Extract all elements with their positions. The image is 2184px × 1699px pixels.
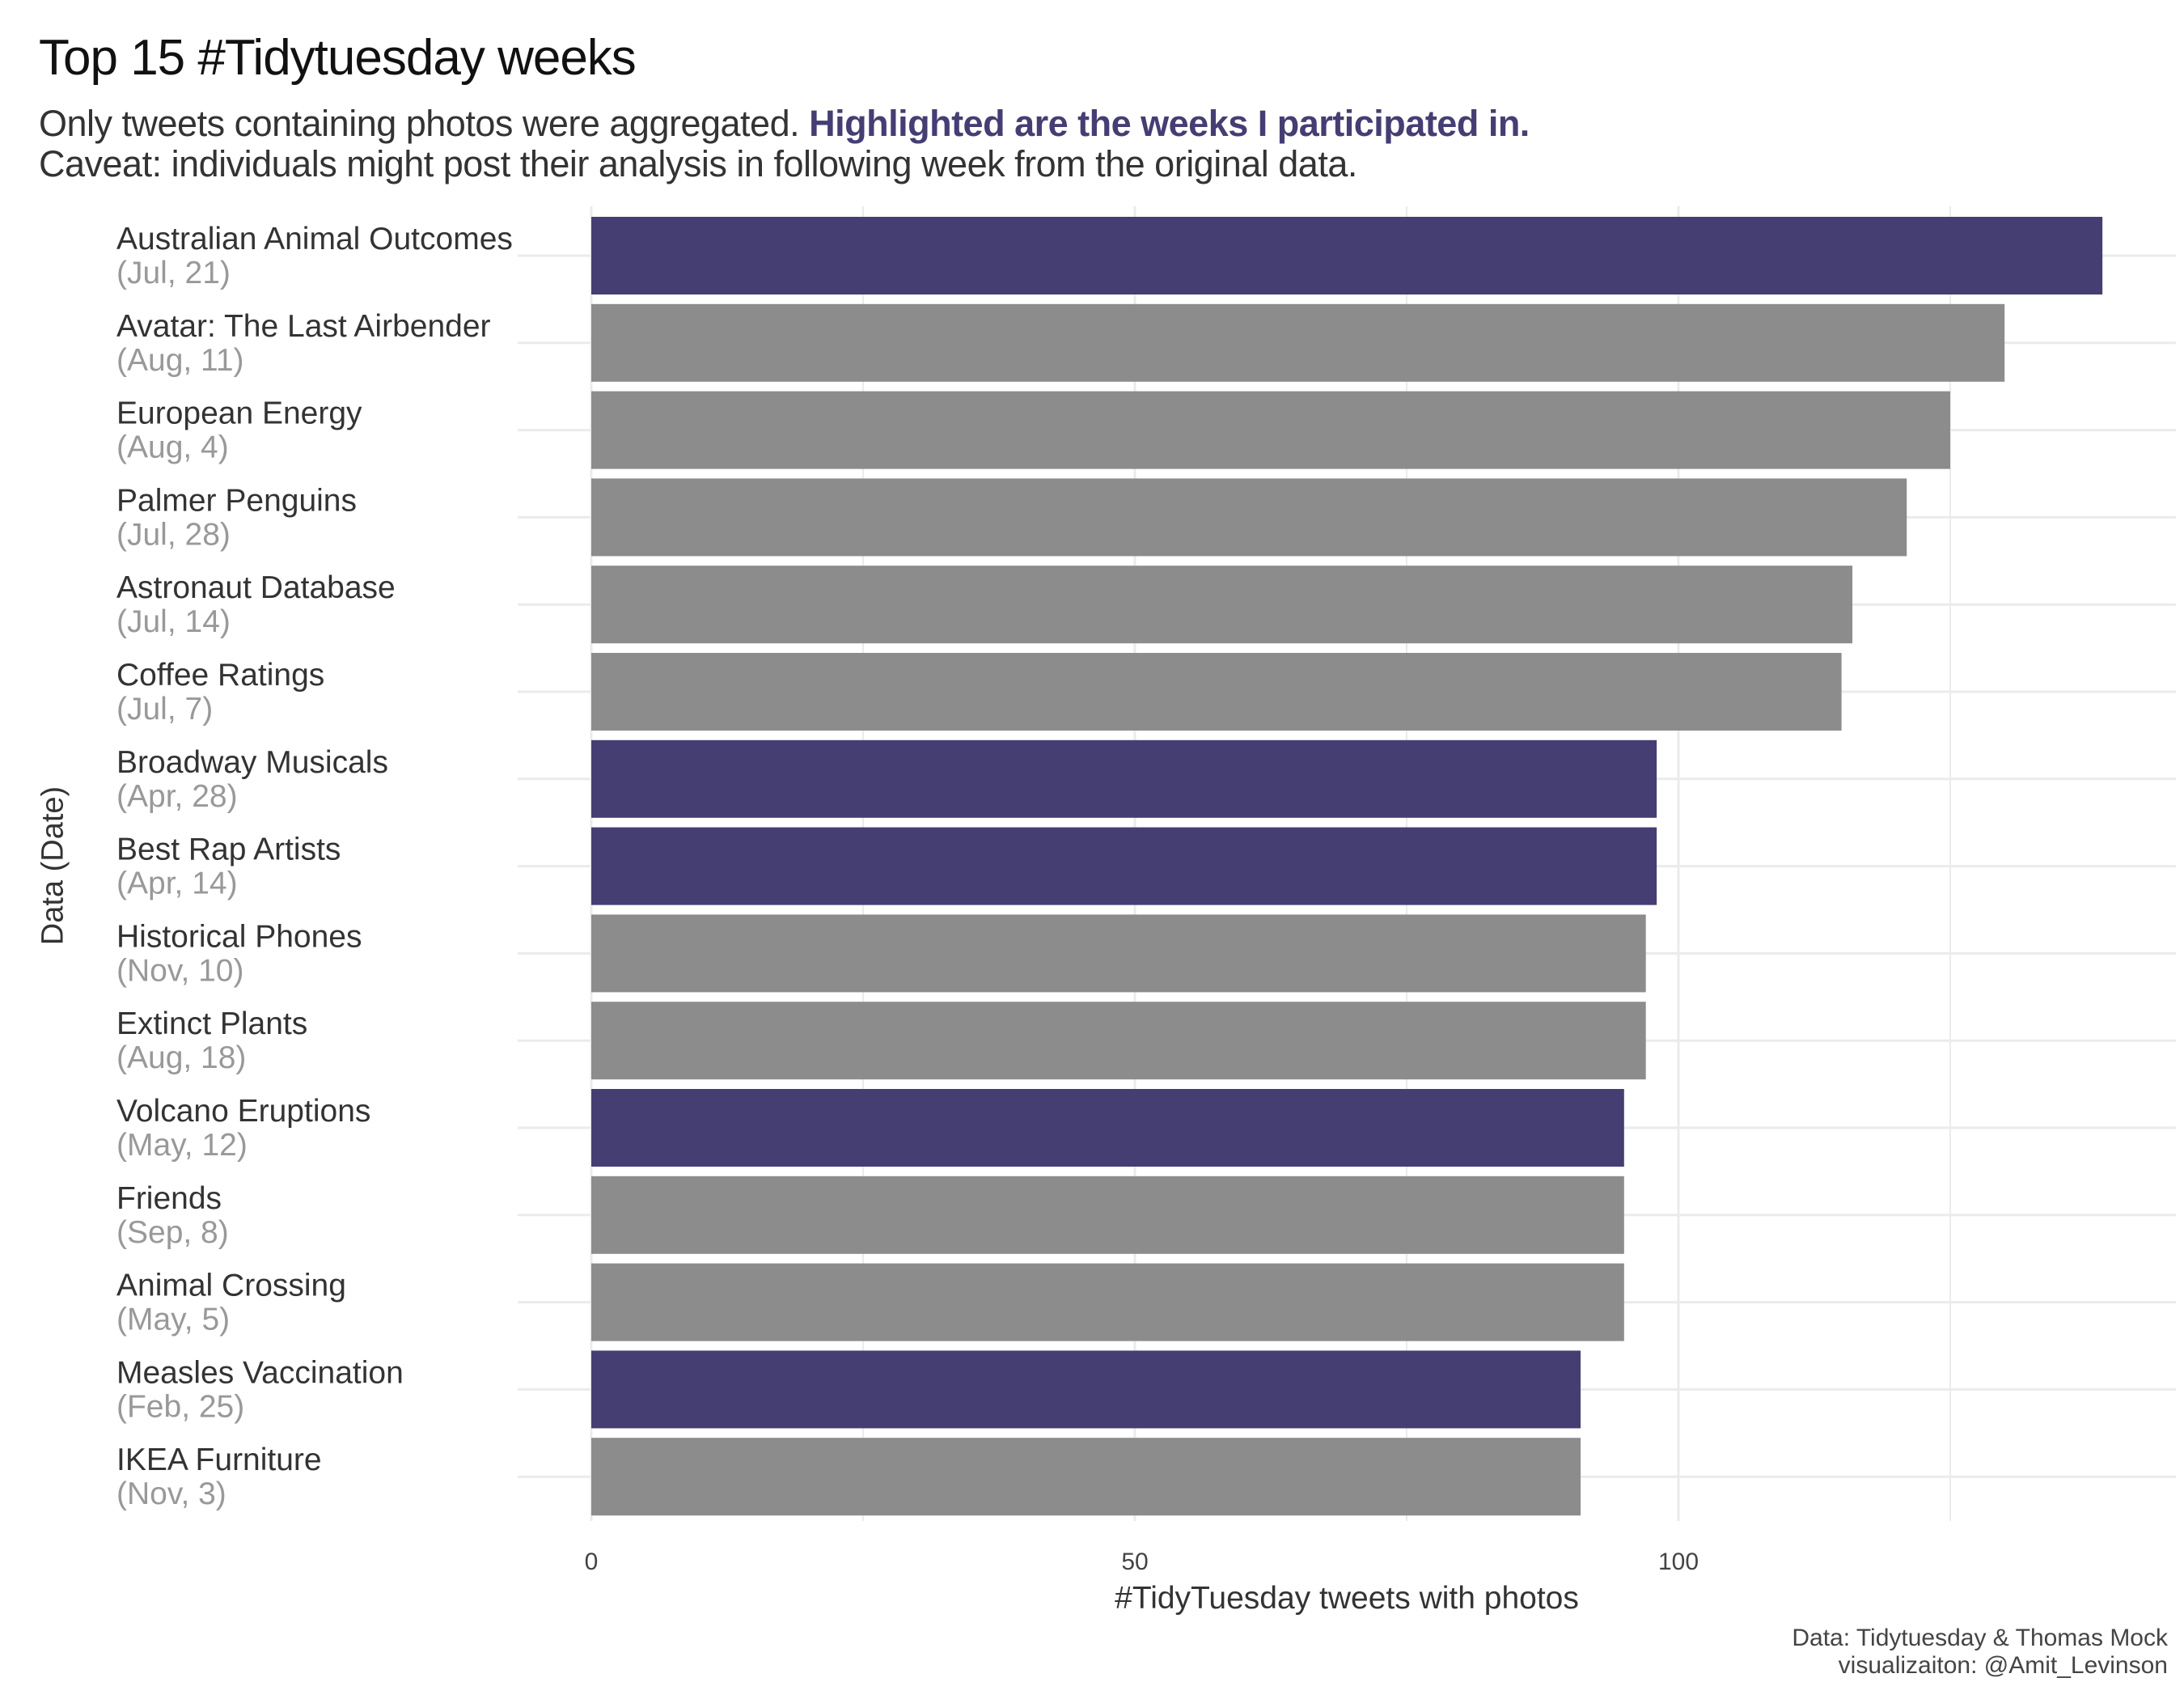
category-label: European Energy: [116, 396, 362, 431]
category-label: Extinct Plants: [116, 1006, 307, 1041]
category-label: Australian Animal Outcomes: [116, 222, 513, 256]
bar: [591, 914, 1646, 993]
category-label: Broadway Musicals: [116, 745, 388, 780]
subtitle-plain: Only tweets containing photos were aggre…: [39, 103, 810, 144]
chart-subtitle: Only tweets containing photos were aggre…: [39, 104, 1530, 184]
bar: [591, 653, 1842, 731]
bar: [591, 303, 2005, 382]
category-date-label: (Nov, 10): [116, 953, 244, 988]
category-label: Volcano Eruptions: [116, 1094, 370, 1129]
category-date-label: (May, 5): [116, 1303, 230, 1337]
category-date-label: (Apr, 14): [116, 866, 238, 901]
x-tick-label: 100: [1658, 1549, 1699, 1575]
x-axis-label: #TidyTuesday tweets with photos: [1115, 1581, 1579, 1616]
bar: [591, 566, 1853, 644]
category-date-label: (May, 12): [116, 1128, 248, 1163]
bar: [591, 391, 1950, 469]
category-date-label: (Jul, 28): [116, 517, 231, 552]
bar: [591, 827, 1657, 905]
bar: [591, 1263, 1624, 1341]
category-date-label: (Aug, 18): [116, 1040, 246, 1075]
caption-data-source: Data: Tidytuesday & Thomas Mock: [1792, 1625, 2168, 1651]
bar: [591, 217, 2103, 294]
category-date-label: (Jul, 7): [116, 692, 213, 727]
bar: [591, 739, 1657, 818]
category-label: Best Rap Artists: [116, 833, 341, 867]
bar: [591, 1350, 1581, 1429]
category-label: Astronaut Database: [116, 570, 396, 605]
category-date-label: (Nov, 3): [116, 1477, 226, 1511]
category-date-label: (Jul, 21): [116, 256, 231, 290]
category-label: Friends: [116, 1181, 222, 1216]
bar: [591, 1002, 1646, 1080]
category-date-label: (Aug, 4): [116, 430, 229, 465]
subtitle-highlight: Highlighted are the weeks I participated…: [809, 103, 1530, 144]
bar: [591, 1176, 1624, 1254]
category-label: Historical Phones: [116, 919, 362, 954]
x-tick-label: 0: [585, 1549, 599, 1575]
caption-credit: visualizaiton: @Amit_Levinson: [1838, 1652, 2168, 1679]
bar: [591, 1089, 1624, 1167]
subtitle-line2: Caveat: individuals might post their ana…: [39, 143, 1357, 184]
caption: Data: Tidytuesday & Thomas Mock visualiz…: [1792, 1625, 2168, 1680]
category-label: Palmer Penguins: [116, 483, 357, 518]
chart-title: Top 15 #Tidytuesday weeks: [39, 30, 637, 86]
category-date-label: (Sep, 8): [116, 1215, 229, 1250]
bar: [591, 1438, 1581, 1516]
x-tick-label: 50: [1121, 1549, 1148, 1575]
bar: [591, 478, 1907, 557]
category-date-label: (Jul, 14): [116, 604, 231, 639]
category-label: Avatar: The Last Airbender: [116, 309, 491, 344]
category-label: IKEA Furniture: [116, 1443, 322, 1477]
category-date-label: (Feb, 25): [116, 1389, 244, 1424]
category-label: Animal Crossing: [116, 1269, 346, 1303]
category-date-label: (Aug, 11): [116, 343, 244, 378]
category-label: Coffee Ratings: [116, 658, 324, 693]
category-label: Measles Vaccination: [116, 1355, 404, 1390]
category-date-label: (Apr, 28): [116, 779, 238, 814]
